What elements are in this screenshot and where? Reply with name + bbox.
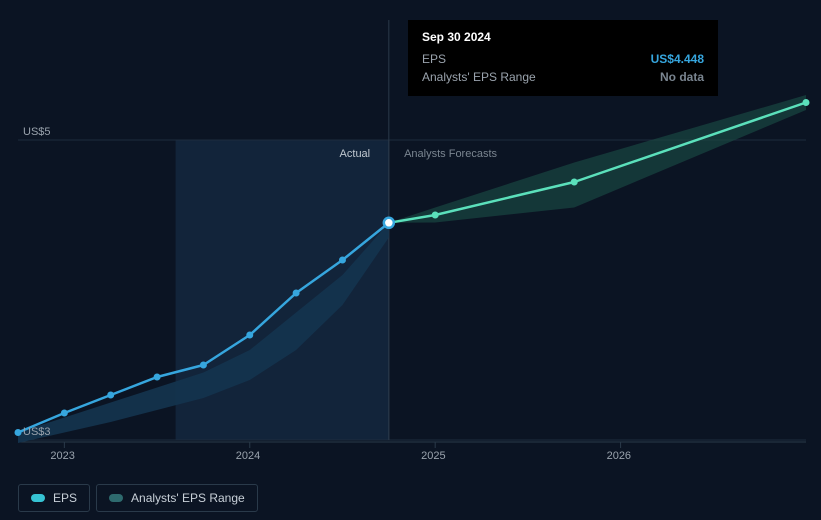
legend-item[interactable]: Analysts' EPS Range (96, 484, 258, 512)
tooltip-date: Sep 30 2024 (422, 30, 704, 44)
x-axis-label: 2023 (50, 450, 74, 462)
x-axis-label: 2024 (236, 450, 260, 462)
tooltip-row-value: US$4.448 (651, 52, 704, 66)
tooltip-row-value: No data (660, 70, 704, 84)
actual-label: Actual (340, 148, 371, 160)
tooltip-row-label: Analysts' EPS Range (422, 70, 536, 84)
y-axis-label: US$5 (23, 126, 51, 138)
legend-swatch (109, 494, 123, 502)
forecast-label: Analysts Forecasts (404, 148, 497, 160)
tooltip-row: Analysts' EPS Range No data (422, 68, 704, 86)
legend: EPS Analysts' EPS Range (18, 484, 258, 512)
legend-item-label: Analysts' EPS Range (131, 491, 245, 505)
x-axis-label: 2026 (607, 450, 631, 462)
eps-chart: US$3 US$5 2023 2024 2025 2026 Actual Analyst… (0, 0, 821, 520)
legend-item[interactable]: EPS (18, 484, 90, 512)
legend-item-label: EPS (53, 491, 77, 505)
tooltip-row: EPS US$4.448 (422, 50, 704, 68)
tooltip-row-label: EPS (422, 52, 446, 66)
y-axis-label: US$3 (23, 426, 51, 438)
legend-swatch (31, 494, 45, 502)
x-axis-label: 2025 (421, 450, 445, 462)
hover-tooltip: Sep 30 2024 EPS US$4.448 Analysts' EPS Ran… (408, 20, 718, 96)
